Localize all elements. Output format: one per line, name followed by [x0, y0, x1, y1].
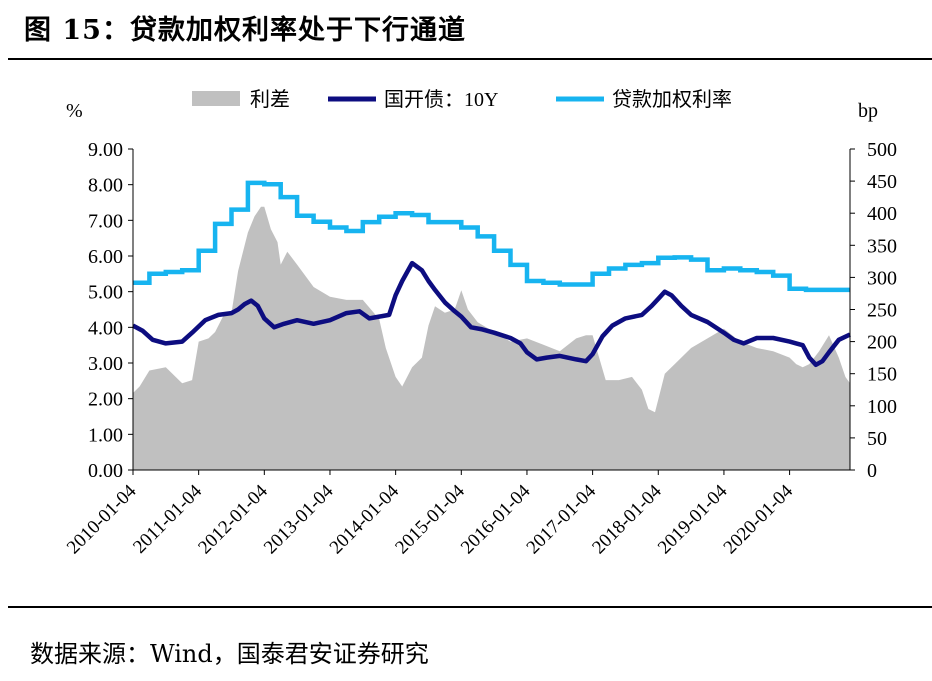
legend-label-bond10y: 国开债：10Y — [384, 88, 498, 111]
x-tick-label: 2014-01-04 — [326, 480, 404, 558]
right-tick-label: 500 — [867, 139, 897, 161]
left-tick-label: 6.00 — [88, 246, 123, 268]
right-tick-label: 150 — [867, 364, 897, 386]
x-tick-label: 2015-01-04 — [391, 480, 469, 558]
bond10y-line-layer — [131, 260, 851, 368]
top-rule — [8, 58, 932, 60]
x-tick-label: 2011-01-04 — [129, 480, 206, 557]
x-tick-label: 2017-01-04 — [523, 480, 601, 558]
left-tick-label: 2.00 — [88, 389, 123, 411]
left-tick-label: 4.00 — [88, 317, 123, 339]
loan-rate-line — [133, 180, 850, 293]
legend: 利差 国开债：10Y 贷款加权利率 — [192, 88, 732, 111]
right-tick-label: 450 — [867, 171, 897, 193]
x-tick-label: 2013-01-04 — [260, 480, 338, 558]
figure-source: 数据来源：Wind，国泰君安证券研究 — [30, 640, 429, 668]
left-tick-label: 1.00 — [88, 424, 123, 446]
legend-label-loan-rate: 贷款加权利率 — [612, 88, 732, 111]
left-axis-unit: % — [66, 100, 83, 122]
right-tick-label: 50 — [867, 428, 887, 450]
right-tick-label: 100 — [867, 396, 897, 418]
spread-area-layer — [133, 206, 850, 471]
bottom-rule — [8, 606, 932, 608]
right-tick-label: 0 — [867, 460, 877, 482]
left-tick-label: 3.00 — [88, 353, 123, 375]
spread-area — [133, 206, 850, 471]
x-tick-label: 2012-01-04 — [194, 480, 272, 558]
x-tick-label: 2018-01-04 — [588, 480, 666, 558]
left-tick-label: 0.00 — [88, 460, 123, 482]
legend-swatch-spread — [192, 91, 240, 106]
figure-title: 图 15：贷款加权利率处于下行通道 — [24, 15, 466, 46]
loan-rate-line-layer — [133, 180, 850, 293]
left-tick-label: 8.00 — [88, 175, 123, 197]
x-tick-label: 2010-01-04 — [63, 480, 141, 558]
left-tick-label: 7.00 — [88, 210, 123, 232]
x-tick-label: 2019-01-04 — [654, 480, 732, 558]
right-tick-label: 250 — [867, 300, 897, 322]
legend-label-spread: 利差 — [250, 88, 290, 111]
chart: 利差 国开债：10Y 贷款加权利率 % bp 0.00 1.00 2.00 3.00 4… — [63, 88, 897, 558]
x-tick-label: 2020-01-04 — [720, 480, 798, 558]
right-tick-label: 200 — [867, 332, 897, 354]
left-tick-label: 9.00 — [88, 139, 123, 161]
left-tick-label: 5.00 — [88, 282, 123, 304]
right-tick-label: 300 — [867, 267, 897, 289]
x-tick-label: 2016-01-04 — [457, 480, 535, 558]
bond10y-line — [131, 260, 851, 368]
right-tick-label: 350 — [867, 235, 897, 257]
right-axis-unit: bp — [858, 100, 878, 122]
right-tick-label: 400 — [867, 203, 897, 225]
